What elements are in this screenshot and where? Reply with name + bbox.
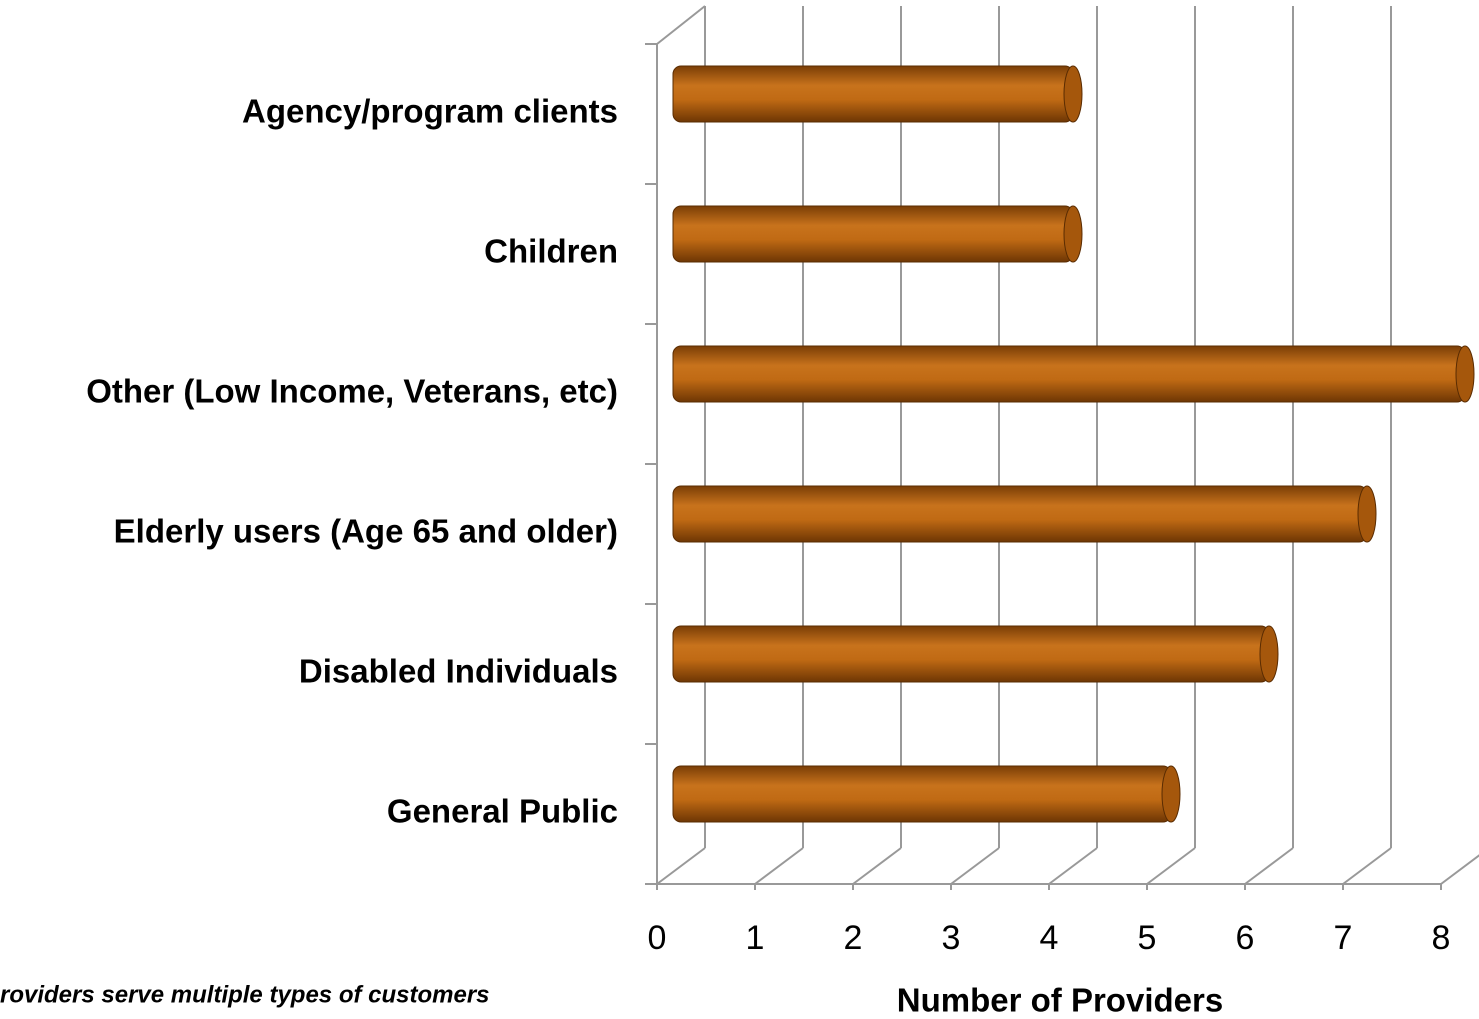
left-wall-top: [656, 5, 706, 45]
x-tick-label: 7: [1334, 919, 1353, 957]
bar: [672, 205, 1074, 263]
x-tick-label: 3: [942, 919, 961, 957]
x-tick-label: 2: [844, 919, 863, 957]
bar: [672, 765, 1172, 823]
bar-cap: [1063, 205, 1083, 263]
grid-floor-line: [852, 847, 902, 885]
x-tick-label: 6: [1236, 919, 1255, 957]
bar-cap: [1259, 625, 1279, 683]
bar: [672, 65, 1074, 123]
category-label: General Public: [387, 793, 618, 830]
annotation: roviders serve multiple types of custome…: [0, 981, 490, 1008]
bar-cap: [1455, 345, 1475, 403]
category-label: Agency/program clients: [242, 93, 618, 130]
bar-cap: [1161, 765, 1181, 823]
bar: [672, 485, 1368, 543]
x-tick-label: 8: [1432, 919, 1451, 957]
grid-floor-line: [1342, 847, 1392, 885]
category-label: Other (Low Income, Veterans, etc): [86, 373, 618, 410]
x-tick-label: 5: [1138, 919, 1157, 957]
grid-floor-line: [1146, 847, 1196, 885]
category-label: Disabled Individuals: [299, 653, 618, 690]
x-tick-label: 4: [1040, 919, 1059, 957]
category-label: Elderly users (Age 65 and older): [114, 513, 618, 550]
grid-floor-line: [1244, 847, 1294, 885]
bar: [672, 345, 1466, 403]
grid-floor-line: [754, 847, 804, 885]
grid-floor-line: [1048, 847, 1098, 885]
grid-floor-line: [656, 847, 706, 885]
x-tick-label: 1: [746, 919, 765, 957]
bar-cap: [1063, 65, 1083, 123]
bar-cap: [1357, 485, 1377, 543]
category-label: Children: [484, 233, 618, 270]
grid-floor-line: [1440, 854, 1479, 885]
x-axis-title: Number of Providers: [897, 982, 1223, 1019]
x-tick-label: 0: [648, 919, 667, 957]
bar: [672, 625, 1270, 683]
grid-floor-line: [950, 847, 1000, 885]
